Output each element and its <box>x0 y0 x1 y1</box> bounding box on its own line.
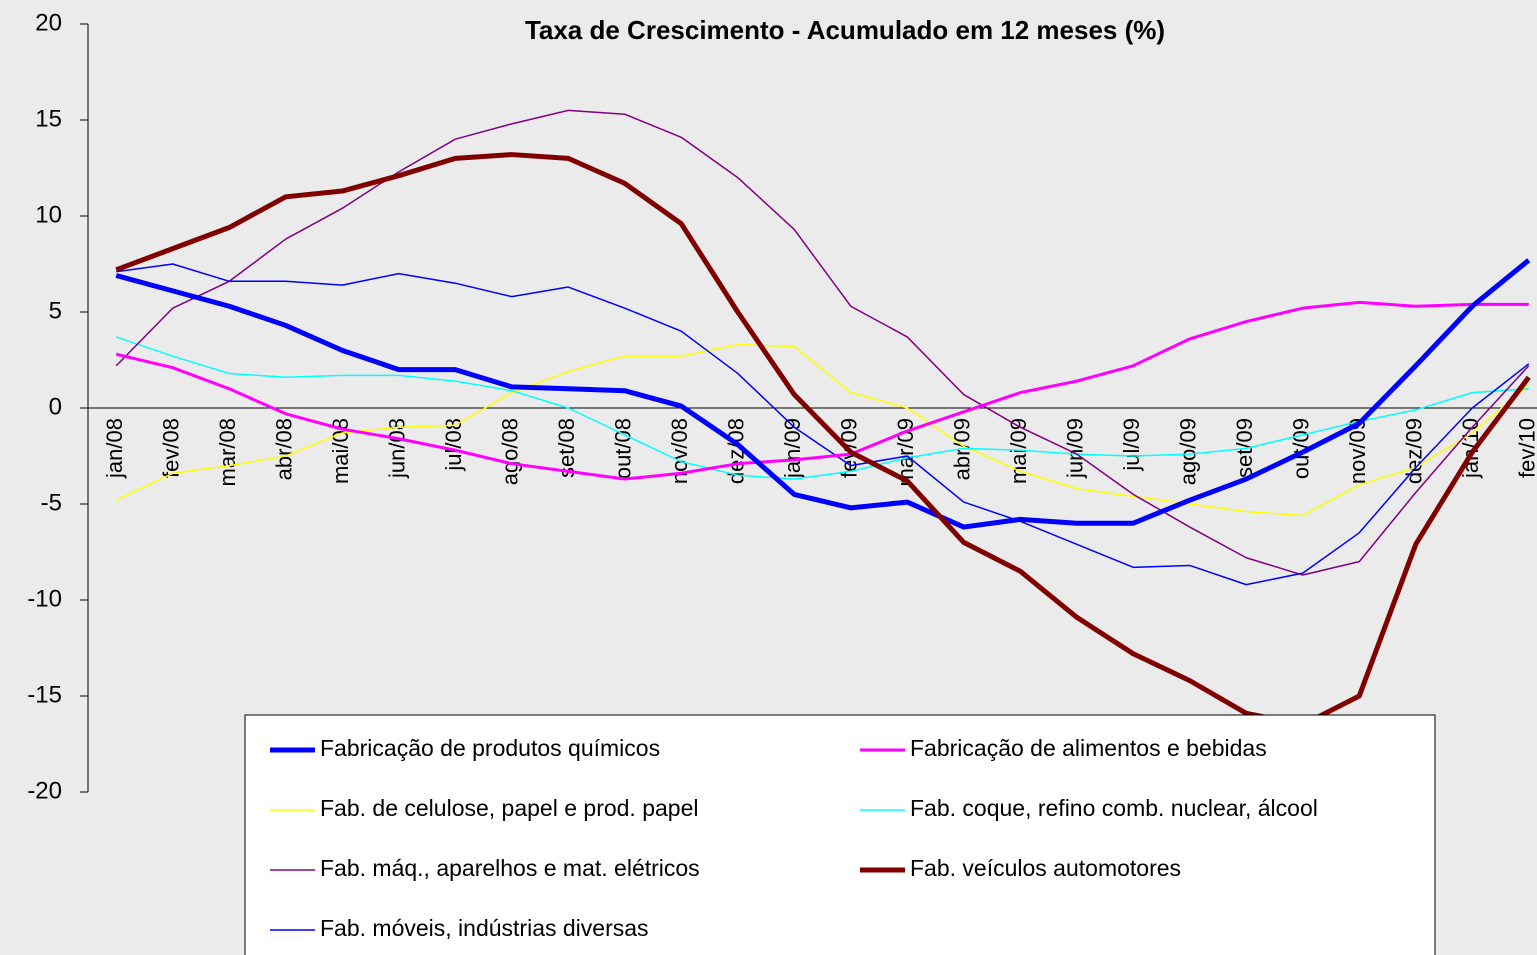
legend-label: Fab. máq., aparelhos e mat. elétricos <box>320 855 700 881</box>
chart-title: Taxa de Crescimento - Acumulado em 12 me… <box>525 15 1165 45</box>
x-tick-label: ago/09 <box>1176 418 1201 485</box>
legend-label: Fab. coque, refino comb. nuclear, álcool <box>910 795 1318 821</box>
series-line <box>115 258 1531 530</box>
y-tick-label: 0 <box>49 393 62 420</box>
series-line <box>116 336 1529 480</box>
legend-box <box>244 714 1436 955</box>
x-tick-label: abr/08 <box>272 418 297 480</box>
x-tick-label: jul/09 <box>1119 418 1144 472</box>
x-tick-label: set/08 <box>554 418 579 478</box>
x-tick-label: jan/08 <box>102 418 127 479</box>
y-tick-label: 15 <box>35 105 62 132</box>
series-line <box>115 300 1529 481</box>
y-tick-label: 10 <box>35 201 62 228</box>
legend-label: Fabricação de alimentos e bebidas <box>910 735 1267 761</box>
x-tick-label: out/08 <box>611 418 636 479</box>
x-tick-label: jun/09 <box>1063 418 1088 479</box>
series-line <box>115 109 1530 576</box>
x-tick-label: fev/08 <box>159 418 184 478</box>
y-tick-label: 20 <box>35 9 62 36</box>
legend-label: Fab. veículos automotores <box>910 855 1181 881</box>
legend-label: Fabricação de produtos químicos <box>320 735 660 761</box>
legend-label: Fab. móveis, indústrias diversas <box>320 915 649 941</box>
x-tick-label: fev/10 <box>1515 418 1537 478</box>
x-tick-label: mar/08 <box>215 418 240 486</box>
y-tick-label: -20 <box>27 777 62 804</box>
y-tick-label: 5 <box>49 297 62 324</box>
x-tick-label: jan/09 <box>780 418 805 479</box>
x-tick-label: dez/09 <box>1402 418 1427 484</box>
y-tick-label: -5 <box>41 489 62 516</box>
x-tick-label: jul/08 <box>441 418 466 472</box>
x-tick-label: ago/08 <box>498 418 523 485</box>
series-line <box>116 263 1530 586</box>
legend-label: Fab. de celulose, papel e prod. papel <box>320 795 699 821</box>
y-tick-label: -15 <box>27 681 62 708</box>
y-tick-label: -10 <box>27 585 62 612</box>
